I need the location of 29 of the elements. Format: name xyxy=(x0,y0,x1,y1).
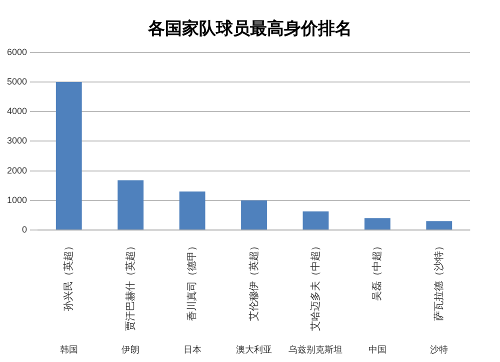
x-tick-label: 吴磊（中超） xyxy=(371,241,384,301)
bar xyxy=(364,218,390,230)
bar xyxy=(302,211,329,230)
y-tick-label: 3000 xyxy=(6,136,28,146)
bar xyxy=(118,180,144,230)
x-tick-label: 艾哈迈多夫（中超） xyxy=(309,241,322,331)
bar xyxy=(56,82,82,230)
bar xyxy=(426,221,452,230)
chart-title: 各国家队球员最高身价排名 xyxy=(146,18,353,41)
y-tick-label: 2000 xyxy=(6,165,28,176)
x-tick-label: 孙兴民（英超） xyxy=(62,241,75,311)
text: 日本 xyxy=(183,344,202,356)
x-tick-label: 贾汗巴赫什（英超） xyxy=(124,241,136,331)
y-tick-label: 1000 xyxy=(6,194,28,205)
y-tick-label: 0 xyxy=(22,224,28,234)
text: 沙特 xyxy=(430,344,448,356)
text: 澳大利亚 xyxy=(236,344,272,356)
x-tick-label: 香川真司（德甲） xyxy=(186,241,198,321)
bar xyxy=(241,200,267,230)
text: 伊朗 xyxy=(122,344,140,356)
bar xyxy=(179,192,206,230)
x-tick-label: 萨瓦拉德（沙特） xyxy=(432,241,445,321)
text: 中国 xyxy=(368,344,386,356)
y-tick-label: 6000 xyxy=(6,46,28,57)
x-tick-label: 艾伦穆伊（英超） xyxy=(248,241,260,321)
text: 韩国 xyxy=(60,344,78,356)
y-tick-label: 5000 xyxy=(6,76,28,86)
text: 乌兹别克斯坦 xyxy=(288,344,343,356)
y-tick-label: 4000 xyxy=(6,106,28,116)
